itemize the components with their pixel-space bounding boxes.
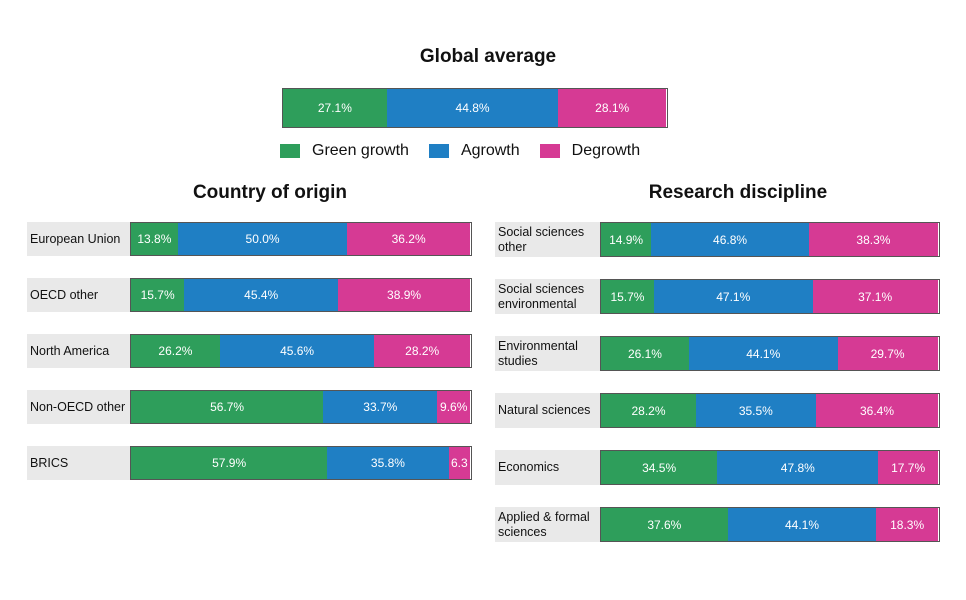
legend-item: Green growth [280, 142, 409, 160]
bar-segment: 35.5% [696, 394, 816, 427]
chart-title: Global average [419, 46, 557, 67]
bar-segment: 56.7% [131, 391, 324, 423]
bar-segment: 28.1% [558, 89, 666, 127]
chart-title: Research discipline [648, 182, 828, 203]
stacked-bar: 27.1% 44.8% 28.1% [282, 88, 668, 128]
stacked-bar: 56.7% 33.7% 9.6% [130, 390, 472, 424]
category-label: Social sciences other [495, 222, 600, 257]
bar-segment: 36.2% [347, 223, 470, 255]
stacked-bar: 14.9% 46.8% 38.3% [600, 222, 940, 257]
bar-segment: 35.8% [327, 447, 449, 479]
category-label: Natural sciences [495, 393, 600, 428]
legend-swatch [539, 144, 560, 158]
bar-segment: 17.7% [878, 451, 938, 484]
bar-segment: 26.1% [601, 337, 689, 370]
stacked-bar: 15.7% 45.4% 38.9% [130, 278, 472, 312]
bar-segment: 57.9% [131, 447, 328, 479]
bar-segment: 46.8% [651, 223, 809, 256]
chart-title: Country of origin [192, 182, 348, 203]
legend-item: Degrowth [539, 142, 641, 160]
bar-segment: 38.9% [338, 279, 470, 311]
category-label: Economics [495, 450, 600, 485]
bar-segment: 50.0% [177, 223, 348, 255]
bar-segment: 28.2% [601, 394, 697, 427]
category-label: European Union [27, 222, 130, 256]
stacked-bar: 37.6% 44.1% 18.3% [600, 507, 940, 542]
bar-segment: 47.8% [717, 451, 879, 484]
bar-segment: 44.8% [386, 89, 559, 127]
bar-segment: 37.6% [601, 508, 728, 541]
bar-segment: 34.5% [601, 451, 718, 484]
category-label: Social sciences environmental [495, 279, 600, 314]
bar-segment: 14.9% [601, 223, 652, 256]
stacked-bar: 13.8% 50.0% 36.2% [130, 222, 472, 256]
legend-label: Degrowth [571, 142, 641, 159]
category-label: North America [27, 334, 130, 368]
category-label: Environmental studies [495, 336, 600, 371]
bar-segment: 45.6% [219, 335, 375, 367]
bar-segment: 18.3% [876, 508, 938, 541]
category-label: Applied & formal sciences [495, 507, 600, 542]
bar-segment: 15.7% [131, 279, 185, 311]
legend: Green growth Agrowth Degrowth [280, 142, 640, 160]
bar-segment: 29.7% [837, 337, 938, 370]
stacked-bar: 57.9% 35.8% 6.3 [130, 446, 472, 480]
legend-label: Agrowth [460, 142, 520, 159]
bar-segment: 44.1% [727, 508, 877, 541]
legend-label: Green growth [312, 142, 409, 159]
bar-segment: 15.7% [601, 280, 654, 313]
legend-swatch [428, 144, 449, 158]
bar-segment: 6.3 [448, 447, 470, 479]
category-label: Non-OECD other [27, 390, 130, 424]
bar-segment: 13.8% [131, 223, 178, 255]
stacked-bar: 34.5% 47.8% 17.7% [600, 450, 940, 485]
bar-segment: 33.7% [323, 391, 438, 423]
bar-segment: 47.1% [653, 280, 813, 313]
legend-swatch [280, 144, 300, 158]
stacked-bar: 26.1% 44.1% 29.7% [600, 336, 940, 371]
bar-segment: 38.3% [808, 223, 938, 256]
stacked-bar: 28.2% 35.5% 36.4% [600, 393, 940, 428]
category-label: OECD other [27, 278, 130, 312]
bar-segment: 45.4% [184, 279, 339, 311]
bar-segment: 28.2% [374, 335, 470, 367]
bar-segment: 37.1% [812, 280, 938, 313]
stacked-bar: 26.2% 45.6% 28.2% [130, 334, 472, 368]
bar-segment: 26.2% [131, 335, 220, 367]
bar-segment: 44.1% [688, 337, 838, 370]
stacked-bar: 15.7% 47.1% 37.1% [600, 279, 940, 314]
bar-segment: 36.4% [815, 394, 939, 427]
legend-item: Agrowth [428, 142, 520, 160]
category-label: BRICS [27, 446, 130, 480]
bar-segment: 27.1% [283, 89, 387, 127]
bar-segment: 9.6% [437, 391, 470, 423]
